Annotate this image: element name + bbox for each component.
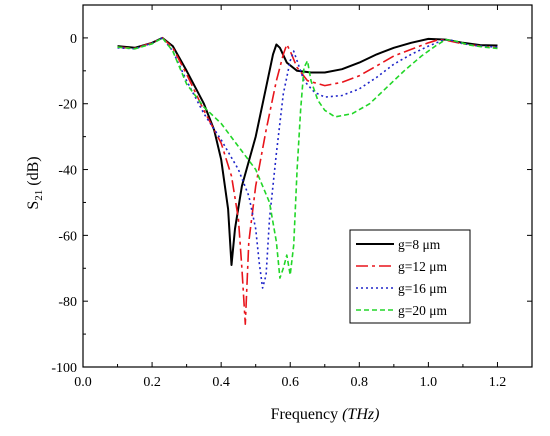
legend-label-1: g=8 μm (398, 237, 441, 252)
series-layer (117, 36, 498, 325)
y-tick-label: -20 (58, 98, 77, 113)
series-line-2 (117, 37, 498, 325)
y-axis-title: S21 (dB) (25, 156, 45, 209)
x-tick-label: 0.6 (281, 375, 299, 390)
y-tick-label: -60 (58, 229, 77, 244)
series-line-4 (117, 37, 498, 279)
y-tick-label: -80 (58, 295, 77, 310)
x-tick-label: 0.0 (74, 375, 92, 390)
y-tick-label: -40 (58, 164, 77, 179)
x-axis-title: Frequency (THz) (271, 406, 380, 423)
plot-border (82, 4, 533, 368)
y-tick-label: -100 (51, 361, 77, 376)
x-tick-label: 0.4 (212, 375, 230, 390)
series-line-3 (117, 37, 498, 289)
plot-frame (82, 4, 533, 368)
legend-label-4: g=20 μm (398, 303, 447, 318)
legend-label-2: g=12 μm (398, 259, 447, 274)
x-tick-label: 1.2 (489, 375, 507, 390)
x-tick-label: 0.2 (143, 375, 161, 390)
y-tick-label: 0 (70, 32, 77, 47)
x-tick-label: 1.0 (420, 375, 438, 390)
legend-box (349, 229, 471, 324)
y-axis: 0 -20 -40 -60 -80 -100 (51, 32, 532, 376)
legend-label-3: g=16 μm (398, 281, 447, 296)
legend: g=8 μm g=12 μm g=16 μm g=20 μm (349, 229, 471, 324)
x-axis: 0.0 0.2 0.4 0.6 0.8 1.0 1.2 (74, 5, 533, 390)
x-tick-label: 0.8 (351, 375, 369, 390)
series-line-1 (117, 36, 498, 266)
